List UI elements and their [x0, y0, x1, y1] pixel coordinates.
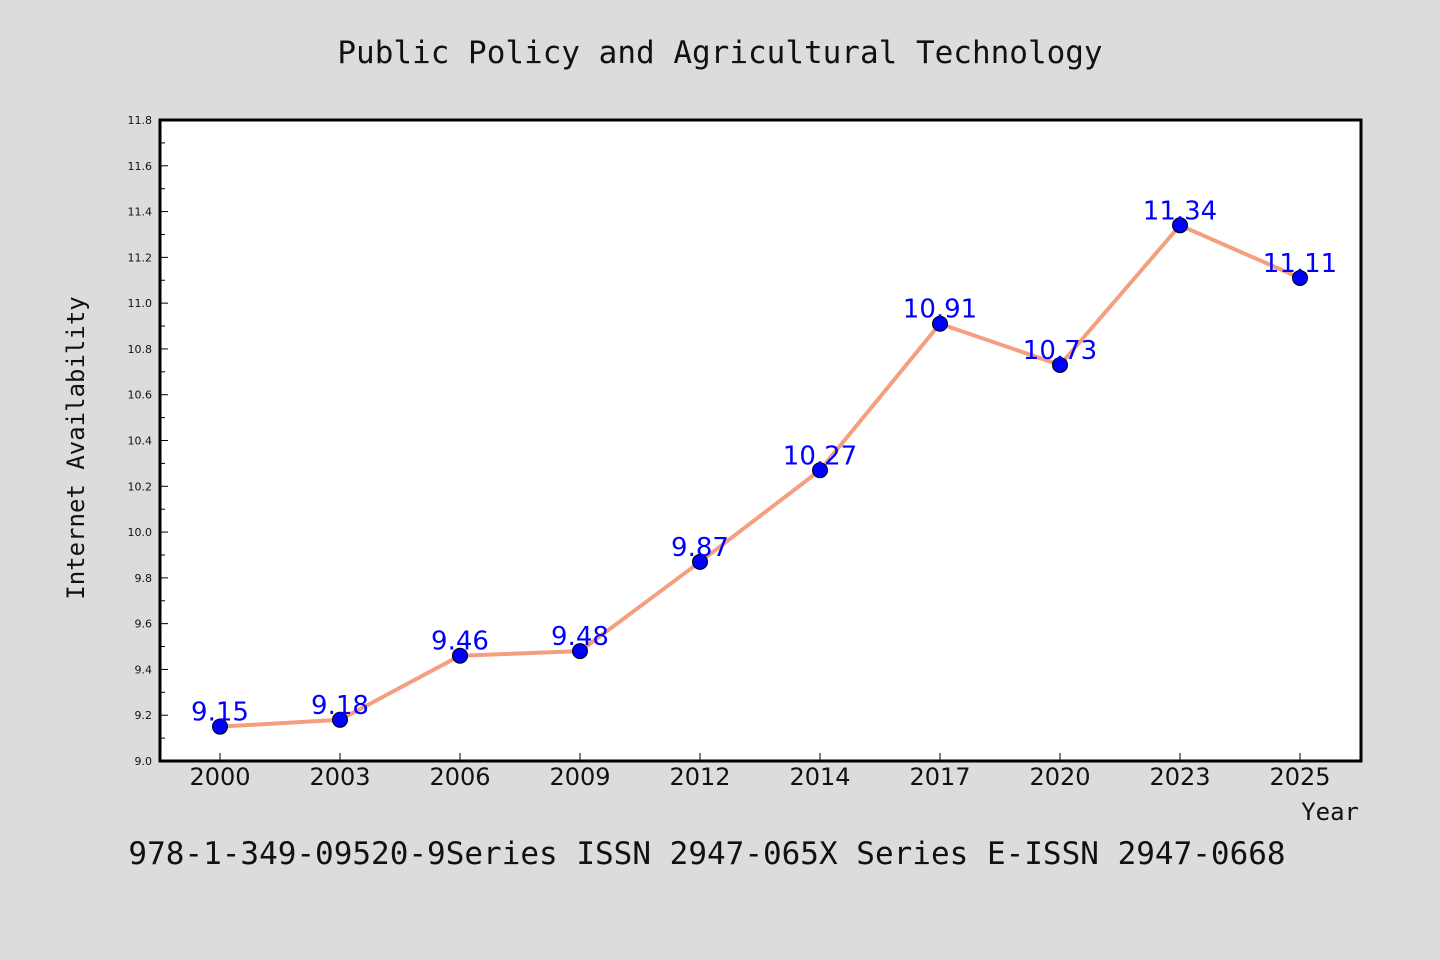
- y-tick-label: 11.4: [128, 206, 153, 219]
- data-point-marker: [692, 553, 708, 570]
- y-tick-label: 9.8: [135, 572, 153, 585]
- x-tick-label: 2020: [1029, 763, 1090, 791]
- y-tick-label: 10.2: [128, 480, 153, 493]
- series-line: [218, 223, 1302, 729]
- y-tick-label: 11.2: [128, 251, 153, 264]
- data-point-marker: [332, 711, 348, 728]
- y-tick-label: 10.6: [128, 389, 153, 402]
- data-label: 9.15: [191, 698, 249, 728]
- y-tick-label: 10.8: [128, 343, 153, 356]
- x-tick-label: 2009: [549, 763, 610, 791]
- x-tick-label: 2025: [1269, 763, 1330, 791]
- x-axis-ticks: 2000 2003 2006 2009 2012 2014 2017 2020 2023 2025: [189, 753, 1331, 791]
- x-tick-label: 2003: [309, 763, 370, 791]
- data-point-marker: [212, 718, 228, 735]
- chart-title: Public Policy and Agricultural Technolog…: [337, 35, 1102, 71]
- marker-group: [212, 217, 1308, 735]
- footer-isbn-text: 978-1-349-09520-9Series ISSN 2947-065X S…: [128, 836, 1285, 872]
- data-label: 10.27: [783, 441, 857, 471]
- y-tick-label: 9.0: [135, 755, 153, 768]
- y-tick-label: 11.0: [128, 297, 153, 310]
- x-tick-label: 2012: [669, 763, 730, 791]
- data-label: 9.87: [671, 533, 729, 563]
- y-tick-label: 10.0: [128, 526, 153, 539]
- data-point-marker: [812, 462, 828, 479]
- y-tick-label: 10.4: [128, 435, 153, 448]
- x-tick-label: 2006: [429, 763, 490, 791]
- plot-frame: [158, 118, 1363, 763]
- y-axis-ticks: 9.0 9.2 9.4 9.6 9.8 10.0 10.2 10.4 10.6 10.8 11.0 1…: [128, 114, 168, 768]
- data-label: 9.46: [431, 627, 489, 657]
- data-point-marker: [1292, 269, 1308, 286]
- data-label: 10.91: [903, 295, 977, 325]
- data-label: 10.73: [1023, 336, 1097, 366]
- data-point-marker: [1052, 356, 1068, 373]
- y-tick-label: 9.6: [135, 618, 153, 631]
- data-point-marker: [932, 315, 948, 332]
- data-label: 11.11: [1263, 249, 1337, 279]
- x-tick-label: 2000: [189, 763, 250, 791]
- x-tick-label: 2017: [909, 763, 970, 791]
- y-tick-label: 9.4: [135, 663, 153, 676]
- data-point-marker: [1172, 217, 1188, 234]
- data-label: 9.48: [551, 622, 609, 652]
- data-point-marker: [572, 643, 588, 660]
- y-tick-label: 11.8: [128, 114, 153, 127]
- y-axis-label: Internet Availability: [62, 296, 90, 599]
- data-point-marker: [452, 647, 468, 664]
- x-tick-label: 2014: [789, 763, 850, 791]
- y-tick-label: 9.2: [135, 709, 153, 722]
- data-label-group: 9.15 9.18 9.46 9.48 9.87 10.27 10.91 10.73 11.34…: [191, 196, 1337, 727]
- data-label: 9.18: [311, 691, 369, 721]
- series-group: [218, 223, 1302, 729]
- x-axis-label: Year: [1301, 798, 1359, 826]
- plot-area: [160, 120, 1361, 761]
- x-tick-label: 2023: [1149, 763, 1210, 791]
- data-label: 11.34: [1143, 196, 1217, 226]
- y-tick-label: 11.6: [128, 160, 153, 173]
